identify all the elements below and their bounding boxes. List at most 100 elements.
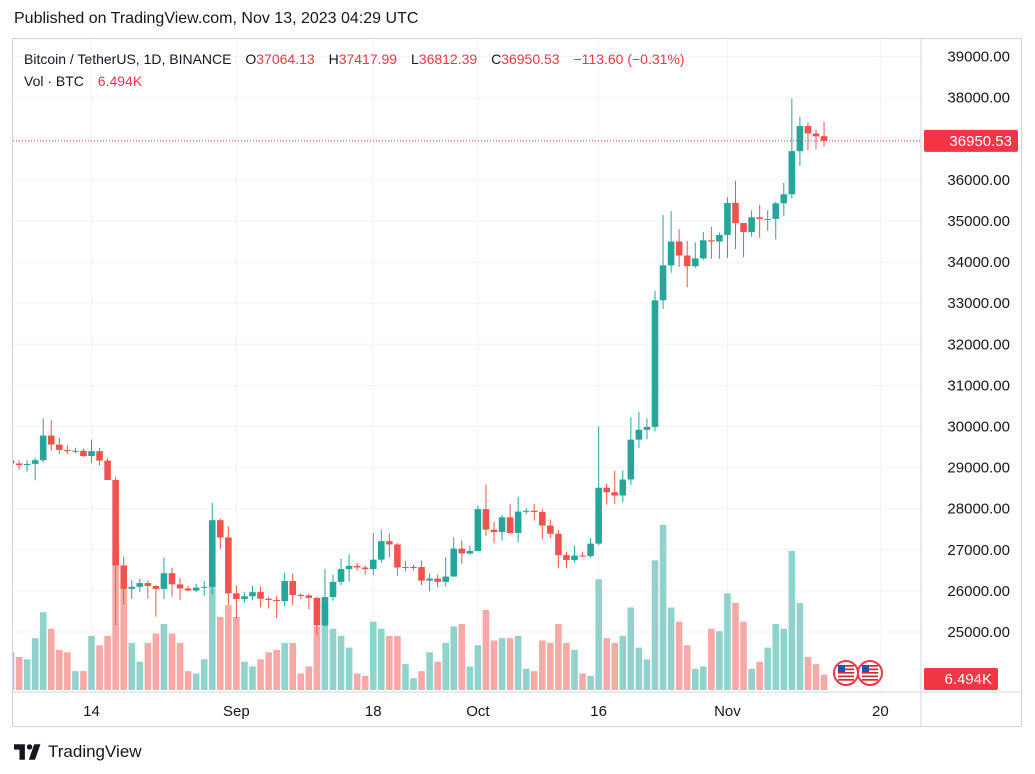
candle[interactable] <box>297 593 305 600</box>
us-flag-icon[interactable] <box>857 660 883 686</box>
candle[interactable] <box>249 585 256 601</box>
candle[interactable] <box>56 438 63 455</box>
candle[interactable] <box>128 580 136 600</box>
candle[interactable] <box>39 418 47 463</box>
candle[interactable] <box>386 533 393 558</box>
candle[interactable] <box>683 240 691 288</box>
time-axis[interactable]: 14 Sep 18 Oct 16 Nov 20 <box>83 703 889 720</box>
candle[interactable] <box>144 580 152 599</box>
candle[interactable] <box>651 290 659 432</box>
candle[interactable] <box>305 593 313 610</box>
tradingview-logo[interactable]: TradingView <box>14 740 142 764</box>
candle[interactable] <box>337 558 345 586</box>
candle[interactable] <box>539 509 546 540</box>
candle[interactable] <box>112 476 119 626</box>
candle[interactable] <box>667 211 675 273</box>
candle[interactable] <box>514 496 522 543</box>
candle[interactable] <box>482 484 490 536</box>
candle[interactable] <box>635 412 643 448</box>
candle[interactable] <box>708 226 715 259</box>
candle[interactable] <box>804 122 812 151</box>
candle[interactable] <box>418 560 425 586</box>
candle[interactable] <box>394 543 401 577</box>
candle[interactable] <box>378 529 385 563</box>
candle[interactable] <box>257 586 264 608</box>
candle[interactable] <box>796 117 804 166</box>
candle[interactable] <box>265 596 272 609</box>
candle[interactable] <box>643 418 651 440</box>
candle[interactable] <box>724 197 731 258</box>
events-flags[interactable] <box>833 660 883 686</box>
candle[interactable] <box>353 562 361 571</box>
candle[interactable] <box>15 460 23 470</box>
candle[interactable] <box>64 444 71 455</box>
candle[interactable] <box>587 537 594 558</box>
candle[interactable] <box>281 572 288 607</box>
candle[interactable] <box>8 455 15 469</box>
candle[interactable] <box>555 530 562 568</box>
candle[interactable] <box>442 557 449 587</box>
candle[interactable] <box>716 232 723 259</box>
candle[interactable] <box>184 585 192 592</box>
candle[interactable] <box>506 504 514 535</box>
candle[interactable] <box>571 545 578 563</box>
candle[interactable] <box>104 458 111 480</box>
candle[interactable] <box>619 470 627 503</box>
candle[interactable] <box>426 573 433 592</box>
candle[interactable] <box>748 210 755 237</box>
candle[interactable] <box>522 508 530 515</box>
candle[interactable] <box>345 554 353 582</box>
candle[interactable] <box>31 457 39 481</box>
candle[interactable] <box>241 592 248 603</box>
candle[interactable] <box>361 565 369 575</box>
candle[interactable] <box>369 532 377 576</box>
candle[interactable] <box>273 596 280 619</box>
candle[interactable] <box>756 204 763 238</box>
candle[interactable] <box>47 420 55 451</box>
candle[interactable] <box>740 223 747 258</box>
candle[interactable] <box>217 518 224 549</box>
candle[interactable] <box>764 210 771 231</box>
candle[interactable] <box>72 447 79 454</box>
candle[interactable] <box>498 514 506 541</box>
candle[interactable] <box>120 556 127 605</box>
candle[interactable] <box>700 232 707 261</box>
candle[interactable] <box>563 552 570 568</box>
candle[interactable] <box>732 180 739 249</box>
candle[interactable] <box>490 521 498 544</box>
candle[interactable] <box>450 537 458 577</box>
candle[interactable] <box>603 483 610 505</box>
candle[interactable] <box>780 182 788 217</box>
symbol-label[interactable]: Bitcoin / TetherUS, 1D, BINANCE <box>24 51 232 67</box>
candle[interactable] <box>410 564 417 571</box>
candle[interactable] <box>313 596 321 636</box>
candle[interactable] <box>321 568 329 627</box>
candle[interactable] <box>402 560 409 572</box>
candle[interactable] <box>192 583 200 593</box>
candle[interactable] <box>788 98 796 199</box>
candle[interactable] <box>675 229 683 268</box>
candle[interactable] <box>434 574 441 588</box>
volume-label[interactable]: Vol · BTC <box>24 73 84 89</box>
chart-frame[interactable] <box>12 38 1022 727</box>
candle[interactable] <box>80 448 87 457</box>
candle[interactable] <box>458 540 466 564</box>
candle[interactable] <box>812 129 820 150</box>
candle[interactable] <box>233 585 240 619</box>
candle[interactable] <box>579 552 586 558</box>
candle[interactable] <box>152 585 160 617</box>
candle[interactable] <box>611 470 619 504</box>
candle[interactable] <box>691 242 699 268</box>
candle[interactable] <box>225 526 232 605</box>
candle[interactable] <box>474 505 482 552</box>
candle[interactable] <box>200 581 208 596</box>
candle[interactable] <box>595 426 602 546</box>
candle[interactable] <box>136 578 144 593</box>
candle[interactable] <box>23 460 31 472</box>
candle[interactable] <box>547 519 554 538</box>
candle[interactable] <box>208 502 216 595</box>
us-flag-icon[interactable] <box>833 660 859 686</box>
candle[interactable] <box>772 201 780 240</box>
candle[interactable] <box>820 121 828 147</box>
